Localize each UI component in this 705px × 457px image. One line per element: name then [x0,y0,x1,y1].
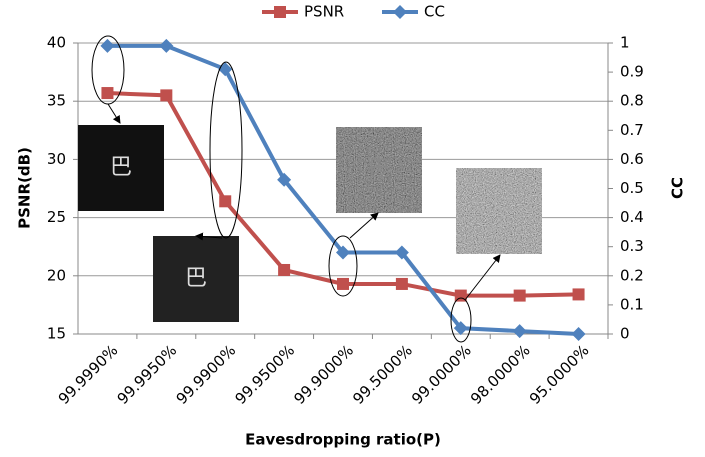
x-tick-label: 95.0000% [526,341,593,408]
data-point [573,288,585,300]
y2-tick-label: 0.7 [620,121,644,139]
y-tick-label: 25 [47,208,66,226]
data-point [159,39,173,53]
legend-marker [274,6,286,18]
inset-glyph: 巴 [185,266,207,291]
data-point [100,39,114,53]
y2-tick-label: 0.5 [620,179,644,197]
y-tick-label: 35 [47,92,66,110]
y2-tick-label: 0 [620,325,630,343]
y2-tick-label: 0.6 [620,150,644,168]
legend-label: PSNR [304,3,344,21]
plot-area: 15 20 25 30 35 40 0 0.1 0.2 0.3 0.4 0.5 0.6 0.7 0.8 0.9… [47,34,644,408]
data-point [219,195,231,207]
y2-tick-label: 1 [620,34,630,52]
x-tick-label: 99.9900% [173,341,240,408]
x-tick-label: 99.9950% [114,341,181,408]
y2-axis-title: CC [669,177,687,199]
y-tick-label: 15 [47,325,66,343]
y2-tick-label: 0.1 [620,295,644,313]
inset-glyph: 巴 [368,157,390,182]
y-axis-title: PSNR(dB) [16,147,34,229]
y-tick-label: 20 [47,266,66,284]
data-point [396,278,408,290]
data-point [513,324,527,338]
chart: 15 20 25 30 35 40 0 0.1 0.2 0.3 0.4 0.5 0.6 0.7 0.8 0.9… [0,0,705,453]
x-tick-label: 99.0000% [408,341,475,408]
x-tick-label: 98.0000% [467,341,534,408]
data-point [278,264,290,276]
inset-glyph: 巴 [110,155,132,180]
x-tick-label: 99.9990% [55,341,122,408]
y2-tick-label: 0.9 [620,63,644,81]
y2-tick-label: 0.2 [620,266,644,284]
y-tick-label: 40 [47,34,66,52]
data-point [572,327,586,341]
data-point [337,278,349,290]
legend-label: CC [424,3,445,21]
legend-marker [393,5,407,19]
y-tick-label: 30 [47,150,66,168]
y2-tick-label: 0.3 [620,237,644,255]
y2-tick-label: 0.4 [620,208,644,226]
data-point [160,89,172,101]
x-tick-label: 99.5000% [349,341,416,408]
x-tick-label: 99.9500% [231,341,298,408]
inset-image [456,168,542,254]
data-point [101,87,113,99]
data-point [514,290,526,302]
x-axis-title: Eavesdropping ratio(P) [245,431,441,449]
legend: PSNR CC [262,3,445,21]
y2-tick-label: 0.8 [620,92,644,110]
x-tick-label: 99.9000% [290,341,357,408]
insets: 巴 巴 巴 [78,125,542,322]
